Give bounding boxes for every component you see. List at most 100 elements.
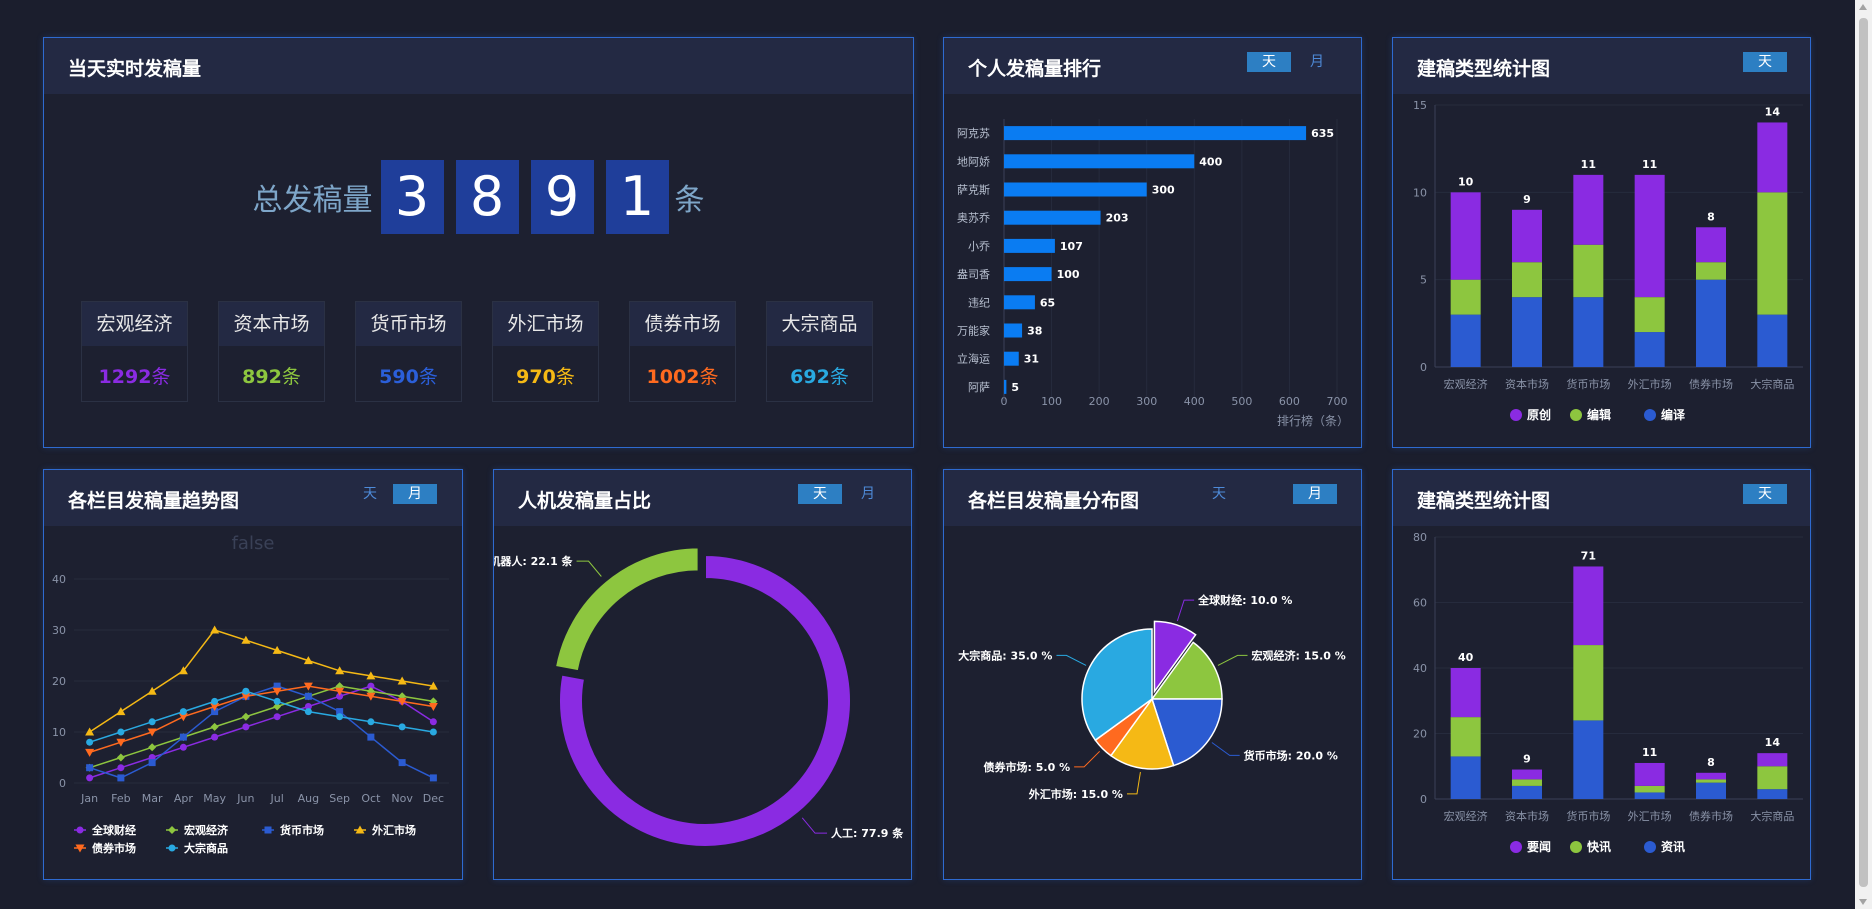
bar-value-label: 400	[1199, 155, 1222, 168]
slice-label: 机器人: 22.1 条	[494, 554, 574, 568]
y-tick-label: 0	[59, 777, 66, 790]
stacked-bar-segment	[1696, 782, 1726, 799]
tab-month[interactable]: 月	[1293, 484, 1337, 504]
bar-total-label: 14	[1765, 105, 1781, 118]
scroll-thumb[interactable]	[1859, 18, 1868, 887]
stacked-bar-segment	[1450, 756, 1481, 799]
x-tick-label: Apr	[174, 792, 194, 805]
data-point	[178, 666, 188, 675]
bar-total-label: 40	[1458, 651, 1474, 664]
stacked-bar-segment	[1512, 209, 1542, 263]
data-point	[211, 697, 219, 705]
stacked-bar-segment	[1757, 753, 1788, 767]
tab-day[interactable]: 天	[1212, 486, 1226, 502]
x-tick-label: 债券市场	[1689, 809, 1733, 823]
x-tick-label: 外汇市场	[1628, 809, 1672, 823]
category-value: 892条	[219, 362, 324, 389]
y-tick-label: 奥苏乔	[957, 211, 990, 225]
data-point	[210, 625, 220, 634]
stacked-bar-segment	[1757, 122, 1788, 193]
legend-marker	[1570, 841, 1582, 853]
y-tick-label: 万能家	[957, 324, 990, 338]
data-point	[86, 774, 94, 782]
stacked-bar-segment	[1512, 769, 1542, 780]
legend-label: 货币市场	[279, 823, 324, 837]
bar	[1004, 182, 1147, 197]
stacked-bar-segment	[1696, 262, 1726, 280]
y-tick-label: 盎司香	[957, 267, 990, 281]
stacked-bar-segment	[1696, 779, 1726, 783]
bar	[1004, 351, 1019, 366]
data-point	[86, 738, 94, 746]
series-line	[89, 685, 434, 779]
x-tick-label: 债券市场	[1689, 377, 1733, 391]
stacked-bar-segment	[1450, 314, 1481, 367]
stacked-bar-segment	[1512, 297, 1542, 367]
tab-month[interactable]: 月	[393, 484, 437, 504]
data-point	[273, 702, 282, 711]
slice-label-line	[1217, 654, 1248, 666]
category-unit: 条	[151, 366, 171, 388]
slice-label: 外汇市场: 15.0 %	[1028, 787, 1123, 801]
tab-day[interactable]: 天	[1743, 484, 1787, 504]
data-point	[148, 743, 157, 752]
data-point	[211, 708, 219, 716]
data-point	[336, 692, 344, 700]
data-point	[179, 743, 187, 751]
stacked-bar-segment	[1634, 174, 1665, 298]
category-value: 590条	[356, 362, 461, 389]
x-tick-label: Sep	[329, 792, 350, 805]
category-value: 970条	[493, 362, 598, 389]
ratio-chart: 人工: 77.9 条 机器人: 22.1 条	[494, 546, 904, 848]
stacked-bar-segment	[1696, 279, 1726, 367]
scroll-down-arrow-icon[interactable]	[1859, 899, 1867, 905]
donut-slice	[558, 553, 852, 848]
data-point	[242, 723, 250, 731]
x-tick-label: 700	[1327, 395, 1348, 408]
category-name: 宏观经济	[82, 302, 187, 346]
scroll-up-arrow-icon[interactable]	[1859, 4, 1867, 10]
data-point	[85, 748, 95, 757]
realtime-panel: 当天实时发稿量 总发稿量 3 8 9 1 条 宏观经济 1292条 资本市场 892条 货币市场 5…	[43, 37, 914, 448]
tab-day[interactable]: 天	[798, 484, 842, 504]
x-tick-label: Aug	[298, 792, 319, 805]
bar	[1004, 295, 1035, 310]
series-line	[89, 685, 434, 769]
bar-total-label: 14	[1765, 736, 1781, 749]
x-tick-label: 宏观经济	[1444, 809, 1488, 823]
y-tick-label: 20	[1413, 728, 1427, 741]
page-scrollbar[interactable]	[1855, 0, 1872, 909]
panel-title: 个人发稿量排行	[968, 58, 1102, 80]
x-tick-label: 0	[1001, 395, 1008, 408]
category-count: 1292	[98, 366, 152, 388]
bar	[1004, 323, 1023, 338]
type-bottom-panel: 建稿类型统计图 天 0 20 40 60 80 40 宏观经济 9 资本市场 71 货币市场 11 外汇…	[1392, 469, 1811, 880]
panel-title: 建稿类型统计图	[1417, 490, 1551, 512]
y-tick-label: 80	[1413, 531, 1427, 544]
tab-month[interactable]: 月	[861, 486, 875, 502]
bar	[1004, 238, 1055, 253]
ranking-panel: 个人发稿量排行 天 月 0 100 200 300 400 500 600 700 阿克苏 635…	[943, 37, 1362, 448]
tab-day[interactable]: 天	[363, 486, 377, 502]
data-point	[304, 708, 312, 716]
data-point	[179, 733, 187, 741]
category-name: 大宗商品	[767, 302, 872, 346]
legend-marker	[1510, 841, 1522, 853]
tab-month[interactable]: 月	[1310, 54, 1324, 70]
slice-label: 债券市场: 5.0 %	[984, 760, 1071, 774]
stacked-bar-segment	[1573, 720, 1604, 799]
category-card: 外汇市场 970条	[492, 301, 599, 402]
category-count: 692	[790, 366, 830, 388]
tab-day[interactable]: 天	[1743, 52, 1787, 72]
x-tick-label: Oct	[361, 792, 381, 805]
data-point	[86, 764, 94, 772]
data-point	[117, 728, 125, 736]
tab-day[interactable]: 天	[1247, 52, 1291, 72]
bar	[1004, 379, 1007, 394]
y-tick-label: 40	[1413, 662, 1427, 675]
ranking-chart: 0 100 200 300 400 500 600 700 阿克苏 635 地阿娇 400 萨克斯 300…	[957, 119, 1349, 428]
y-tick-label: 40	[52, 573, 66, 586]
data-point	[148, 718, 156, 726]
stacked-bar-segment	[1450, 279, 1481, 315]
bar-total-label: 11	[1642, 746, 1657, 759]
